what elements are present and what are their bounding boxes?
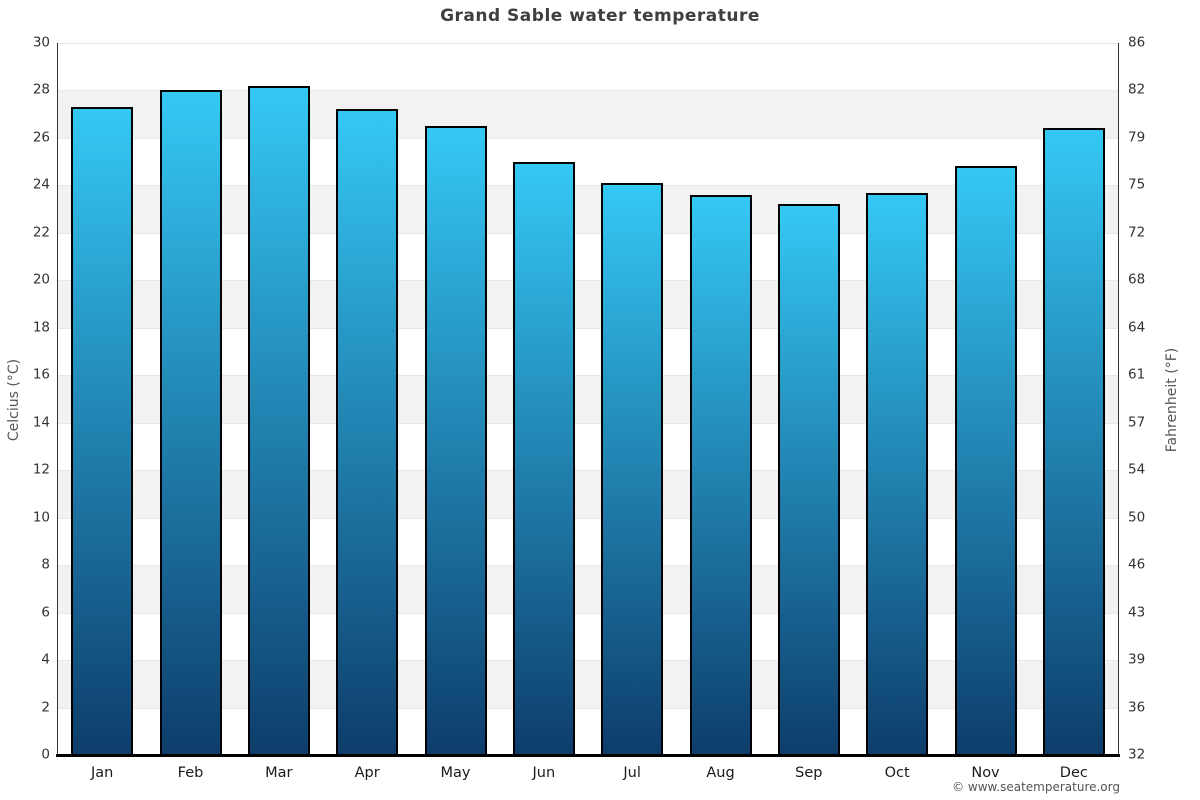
y-tick-celsius-4: 4 (41, 651, 50, 668)
y-tick-celsius-18: 18 (32, 319, 50, 336)
y-tick-celsius-16: 16 (32, 366, 50, 383)
y-tick-fahrenheit-32: 32 (1128, 746, 1146, 763)
plot-band (58, 185, 1118, 233)
x-label-feb: Feb (177, 765, 204, 781)
x-label-aug: Aug (706, 765, 735, 781)
plot-band (58, 375, 1118, 423)
bar-jul (601, 183, 664, 755)
y-tick-celsius-22: 22 (32, 224, 50, 241)
bar-aug (689, 194, 752, 755)
y-tick-celsius-20: 20 (32, 271, 50, 288)
plot-area (58, 43, 1118, 755)
bar-may (424, 126, 487, 755)
bar-dec (1042, 128, 1105, 755)
x-label-jun: Jun (532, 765, 556, 781)
y-tick-fahrenheit-36: 36 (1128, 698, 1146, 715)
bar-apr (336, 109, 399, 755)
bar-sep (777, 204, 840, 755)
y-tick-celsius-26: 26 (32, 129, 50, 146)
y-tick-fahrenheit-75: 75 (1128, 176, 1146, 193)
y-tick-fahrenheit-61: 61 (1128, 366, 1146, 383)
plot-band (58, 422, 1118, 471)
y-tick-celsius-24: 24 (32, 176, 50, 193)
x-label-nov: Nov (971, 765, 1000, 781)
x-label-may: May (440, 765, 471, 781)
plot-band (58, 612, 1118, 661)
x-axis-line (56, 754, 1120, 757)
plot-band (58, 707, 1118, 755)
plot-band (58, 565, 1118, 613)
bar-mar (247, 85, 310, 755)
y-tick-fahrenheit-54: 54 (1128, 461, 1146, 478)
x-label-jan: Jan (90, 765, 114, 781)
plot-band (58, 280, 1118, 328)
x-label-jul: Jul (623, 765, 641, 781)
y-tick-fahrenheit-39: 39 (1128, 651, 1146, 668)
y-tick-celsius-2: 2 (41, 698, 50, 715)
y-tick-celsius-14: 14 (32, 413, 50, 430)
y-tick-celsius-28: 28 (32, 81, 50, 98)
bar-jun (512, 161, 575, 755)
y-tick-fahrenheit-86: 86 (1128, 34, 1146, 51)
chart-title: Grand Sable water temperature (440, 6, 760, 26)
y-tick-fahrenheit-64: 64 (1128, 319, 1146, 336)
y-tick-fahrenheit-50: 50 (1128, 508, 1146, 525)
plot-band (58, 517, 1118, 566)
y-tick-celsius-30: 30 (32, 34, 50, 51)
x-label-mar: Mar (265, 765, 293, 781)
x-label-sep: Sep (795, 765, 823, 781)
y-tick-fahrenheit-57: 57 (1128, 413, 1146, 430)
y-axis-label-fahrenheit: Fahrenheit (°F) (1164, 347, 1180, 453)
y-tick-fahrenheit-79: 79 (1128, 129, 1146, 146)
plot-band (58, 232, 1118, 281)
x-label-oct: Oct (884, 765, 910, 781)
plot-band (58, 327, 1118, 376)
y-tick-fahrenheit-43: 43 (1128, 603, 1146, 620)
bar-nov (954, 166, 1017, 755)
y-tick-fahrenheit-82: 82 (1128, 81, 1146, 98)
y-tick-celsius-0: 0 (41, 746, 50, 763)
y-tick-fahrenheit-46: 46 (1128, 556, 1146, 573)
plot-band (58, 90, 1118, 138)
copyright-footer: © www.seatemperature.org (952, 780, 1120, 794)
x-label-dec: Dec (1059, 765, 1088, 781)
plot-band (58, 137, 1118, 186)
y-tick-celsius-12: 12 (32, 461, 50, 478)
y-tick-celsius-6: 6 (41, 603, 50, 620)
bar-oct (866, 192, 929, 755)
bar-feb (159, 90, 222, 755)
x-label-apr: Apr (354, 765, 380, 781)
plot-band (58, 470, 1118, 518)
y-tick-fahrenheit-68: 68 (1128, 271, 1146, 288)
y-axis-line-right (1118, 43, 1119, 755)
y-tick-fahrenheit-72: 72 (1128, 224, 1146, 241)
plot-band (58, 43, 1118, 91)
y-tick-celsius-8: 8 (41, 556, 50, 573)
plot-band (58, 660, 1118, 708)
bar-jan (71, 107, 134, 755)
y-axis-line-left (57, 43, 58, 755)
y-tick-celsius-10: 10 (32, 508, 50, 525)
